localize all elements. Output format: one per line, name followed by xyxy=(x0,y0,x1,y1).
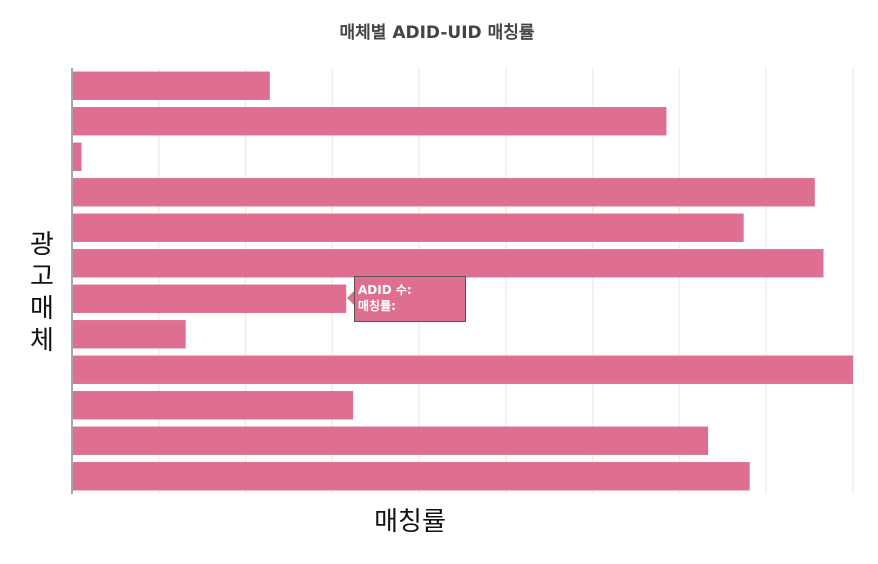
bar[interactable] xyxy=(73,71,270,100)
chart-title: 매체별 ADID-UID 매칭률 xyxy=(340,23,535,43)
bar[interactable] xyxy=(73,107,667,136)
x-axis-title: 매칭률 xyxy=(374,507,446,537)
bar[interactable] xyxy=(73,320,186,349)
bar[interactable] xyxy=(73,462,750,491)
bar[interactable] xyxy=(73,391,354,420)
tooltip-adid-label: ADID 수: xyxy=(358,283,412,297)
bar[interactable] xyxy=(73,284,347,313)
tooltip-match-rate-label: 매칭률: xyxy=(358,299,396,313)
bar[interactable] xyxy=(73,213,744,242)
bar[interactable] xyxy=(73,355,853,384)
tooltip: ADID 수: 매칭률: xyxy=(354,276,466,322)
bar[interactable] xyxy=(73,178,815,207)
bar[interactable] xyxy=(73,426,709,455)
bar[interactable] xyxy=(73,249,824,278)
bars xyxy=(73,71,853,491)
bar[interactable] xyxy=(73,142,82,171)
tooltip-arrow xyxy=(347,291,354,305)
